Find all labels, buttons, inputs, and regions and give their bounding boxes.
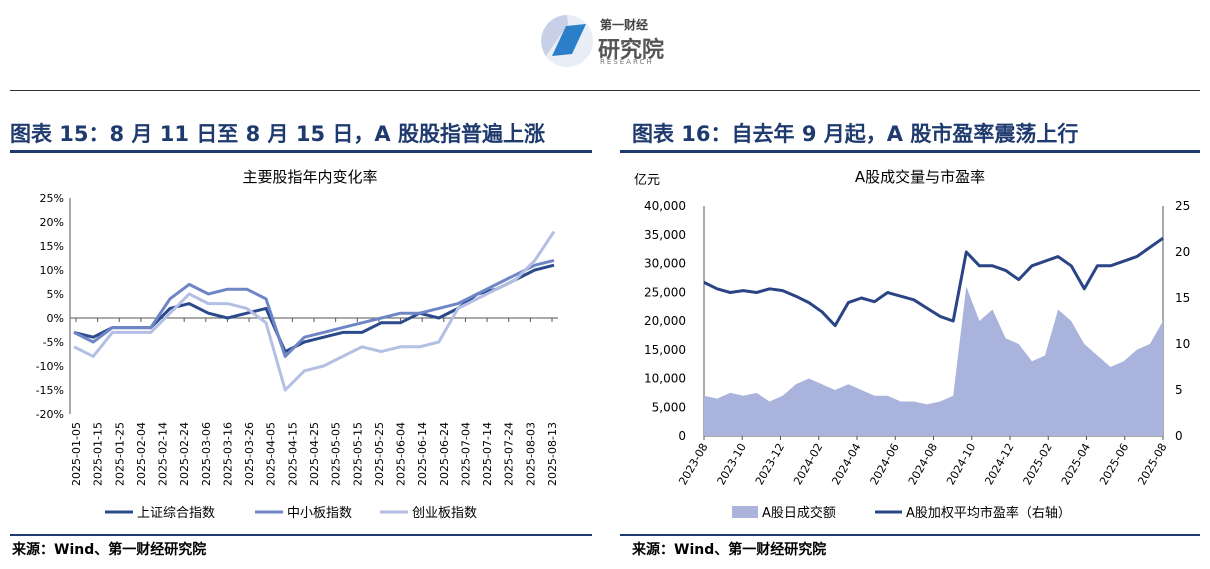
legend-label-area: A股日成交额 [762, 505, 836, 521]
x-tick-label: 2024-08 [906, 441, 940, 487]
x-tick-label: 2025-01-15 [92, 422, 105, 486]
series-line-2 [73, 258, 555, 358]
y-tick-label: -5% [43, 336, 64, 349]
x-tick-label: 2024-10 [944, 441, 978, 487]
turnover-pe-chart: A股成交量与市盈率 亿元 0 5,000 10,000 15,000 20,000 25,00… [634, 168, 1190, 521]
x-tick-label: 2024-12 [982, 441, 1016, 487]
x-tick-label: 2025-01-05 [70, 422, 83, 486]
series-line-1 [73, 263, 555, 354]
x-tick-label: 2025-05-15 [351, 422, 364, 486]
x-tick-label: 2025-02-24 [178, 422, 191, 486]
y-tick-label: 5% [47, 288, 64, 301]
left-panel-heading: 图表 15：8 月 11 日至 8 月 15 日，A 股股指普遍上涨 [10, 122, 545, 146]
y-tick-label: 25,000 [644, 285, 686, 299]
chart-title: 主要股指年内变化率 [242, 168, 377, 186]
y2-tick-label: 10 [1175, 337, 1190, 351]
logo-line3: RESEARCH [600, 58, 654, 66]
x-tick-label: 2025-02-04 [135, 422, 148, 486]
x-tick-label: 2024-06 [868, 441, 902, 487]
x-tick-label: 2025-06 [1097, 441, 1131, 487]
y-tick-label: 10,000 [644, 372, 686, 386]
x-tick-label: 2025-08 [1135, 441, 1169, 487]
x-tick-label: 2025-01-25 [113, 422, 126, 486]
x-tick-label: 2025-07-04 [459, 422, 472, 486]
x-tick-label: 2025-05-25 [373, 422, 386, 486]
y-tick-label: 15,000 [644, 343, 686, 357]
y-tick-label: 0% [47, 312, 64, 325]
y-tick-label: 35,000 [644, 228, 686, 242]
y2-tick-label: 20 [1175, 245, 1190, 259]
x-tick-label: 2025-04-25 [308, 422, 321, 486]
legend-swatch-area [732, 506, 758, 518]
x-tick-label: 2025-04 [1059, 441, 1093, 487]
x-tick-label: 2025-04-15 [286, 422, 299, 486]
y-tick-label: 0 [678, 429, 686, 443]
header-divider [10, 90, 1200, 91]
legend-label-2: 中小板指数 [287, 506, 352, 521]
y2-tick-label: 25 [1175, 199, 1190, 213]
x-tick-label: 2025-08-03 [524, 422, 537, 486]
right-footer-rule [620, 534, 1200, 536]
y-tick-label: 10% [40, 264, 64, 277]
x-tick-label: 2023-10 [715, 441, 749, 487]
index-change-chart: 主要股指年内变化率 -20% -15% -10% -5% 0% 5% 10% 15% 20% 25%… [36, 168, 559, 521]
x-tick-label: 2025-05-05 [330, 422, 343, 486]
x-tick-label: 2025-07-24 [503, 422, 516, 486]
x-tick-label: 2025-04-05 [265, 422, 278, 486]
y-tick-label: -10% [36, 360, 64, 373]
x-tick-label: 2025-07-14 [481, 422, 494, 486]
legend-label-1: 上证综合指数 [137, 506, 215, 521]
x-tick-label: 2025-08-13 [546, 422, 559, 486]
x-tick-label: 2023-08 [676, 441, 710, 487]
pe-ratio-line [703, 236, 1164, 328]
x-tick-label: 2025-06-04 [395, 422, 408, 486]
x-tick-label: 2025-03-26 [243, 422, 256, 486]
y-tick-label: 20,000 [644, 314, 686, 328]
y-tick-label: 20% [40, 216, 64, 229]
y-tick-label: 5,000 [652, 400, 686, 414]
research-institute-logo: 第一财经 研究院 RESEARCH [538, 12, 678, 72]
x-tick-label: 2025-02 [1021, 441, 1055, 487]
turnover-area [704, 286, 1163, 436]
x-tick-label: 2023-12 [753, 441, 787, 487]
y-tick-label: -20% [36, 408, 64, 421]
legend-label-3: 创业板指数 [412, 506, 477, 521]
y2-tick-label: 0 [1175, 429, 1183, 443]
y-axis-unit: 亿元 [634, 173, 660, 188]
left-heading-underline [10, 150, 592, 153]
legend-label-line: A股加权平均市盈率（右轴） [906, 505, 1071, 521]
y-tick-label: 15% [40, 240, 64, 253]
x-tick-label: 2025-06-24 [438, 422, 451, 486]
y2-tick-label: 15 [1175, 291, 1190, 305]
x-tick-label: 2025-06-14 [416, 422, 429, 486]
chart-title: A股成交量与市盈率 [855, 168, 985, 186]
left-footer-rule [10, 534, 592, 536]
right-source-note: 来源：Wind、第一财经研究院 [632, 542, 827, 558]
right-heading-underline [620, 150, 1200, 153]
y-tick-label: 25% [40, 192, 64, 205]
y-tick-label: -15% [36, 384, 64, 397]
x-tick-label: 2024-04 [829, 441, 863, 487]
right-panel-heading: 图表 16：自去年 9 月起，A 股市盈率震荡上行 [632, 122, 1079, 146]
y2-tick-label: 5 [1175, 383, 1183, 397]
x-tick-label: 2025-03-06 [200, 422, 213, 486]
logo-line1: 第一财经 [600, 18, 649, 32]
x-tick-label: 2025-02-14 [157, 422, 170, 486]
left-source-note: 来源：Wind、第一财经研究院 [12, 542, 207, 558]
y-tick-label: 30,000 [644, 257, 686, 271]
x-tick-label: 2025-03-16 [221, 422, 234, 486]
y-tick-label: 40,000 [644, 199, 686, 213]
logo-emblem-icon [541, 15, 593, 67]
x-tick-label: 2024-02 [791, 441, 825, 487]
series-line-3 [73, 230, 556, 392]
logo-line2: 研究院 [598, 38, 665, 63]
